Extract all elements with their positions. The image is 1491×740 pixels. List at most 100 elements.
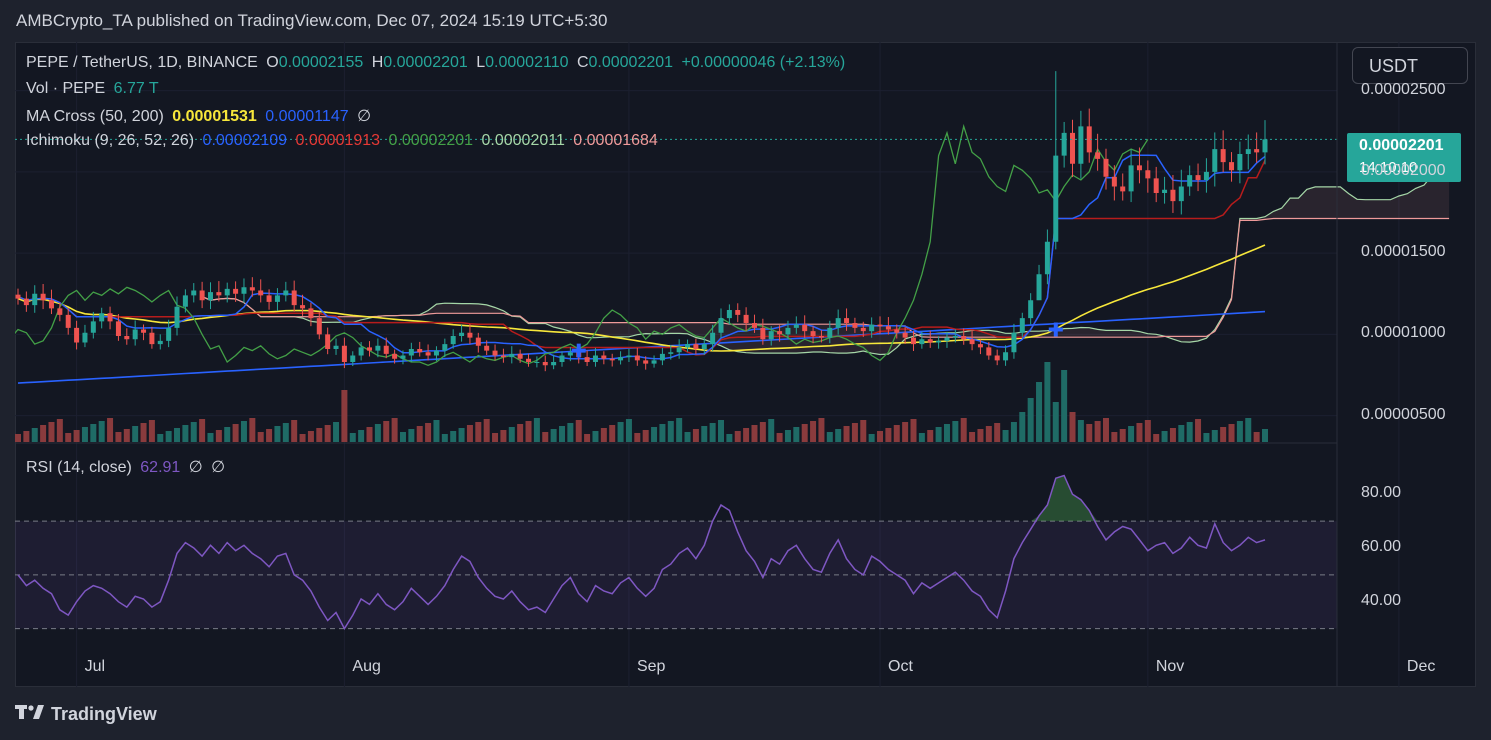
candle-body [375, 345, 381, 351]
ichimoku-label: Ichimoku (9, 26, 52, 26) [26, 132, 195, 149]
volume-bar [500, 430, 507, 442]
footer-brand[interactable]: TradingView [15, 704, 157, 726]
candle-body [1070, 132, 1076, 164]
ma200-value: 0.00001147 [265, 108, 349, 125]
volume-bar [969, 432, 976, 442]
candle-body [467, 332, 473, 338]
candle-body [592, 355, 598, 362]
volume-bar [73, 430, 80, 442]
candle-body [241, 287, 247, 294]
currency-button[interactable]: USDT [1352, 47, 1468, 84]
volume-bars [15, 362, 1268, 442]
volume-bar [232, 424, 239, 442]
candle-body [643, 360, 649, 364]
volume-bar [1220, 427, 1227, 442]
candle-body [433, 350, 439, 356]
candle-body [124, 336, 130, 340]
volume-bar [123, 429, 130, 442]
volume-bar [174, 428, 181, 442]
candle-body [977, 344, 983, 348]
candle-body [852, 323, 858, 328]
time-tick-label: Aug [352, 658, 381, 675]
price-tick-label: 0.00002000 [1361, 161, 1446, 179]
candle-body [559, 355, 565, 362]
volume-bar [851, 423, 858, 442]
candle-body [1153, 178, 1159, 193]
volume-bar [1178, 425, 1185, 442]
volume-bar [475, 422, 482, 442]
candle-body [994, 355, 1000, 361]
candle-body [383, 345, 389, 354]
high-value: 0.00002201 [383, 54, 468, 71]
volume-bar [985, 426, 992, 442]
candle-body [141, 329, 147, 333]
candle-body [300, 305, 306, 309]
volume-bar [768, 419, 775, 442]
candle-body [877, 324, 883, 327]
candle-body [835, 318, 841, 328]
high-label: H [371, 54, 384, 71]
candle-body [191, 290, 197, 296]
candle-body [74, 327, 80, 343]
candle-body [107, 313, 113, 322]
volume-bar [860, 420, 867, 442]
candle-body [266, 295, 272, 302]
volume-bar [734, 431, 741, 442]
candle-body [534, 362, 540, 363]
candle-body [936, 340, 942, 343]
volume-bar [374, 424, 381, 442]
candle-body [65, 314, 71, 328]
volume-bar [65, 433, 72, 442]
volume-bar [240, 421, 247, 442]
volume-bar [416, 426, 423, 442]
rsi-empty-1: ∅ [188, 459, 203, 476]
rsi-value: 62.91 [140, 459, 181, 476]
candle-body [425, 352, 431, 356]
symbol-legend: PEPE / TetherUS, 1D, BINANCE O0.00002155… [26, 54, 849, 72]
volume-bar [366, 427, 373, 442]
chart-canvas[interactable] [15, 42, 1476, 687]
candle-body [961, 336, 967, 340]
candle-body [1145, 170, 1151, 179]
candle-body [157, 340, 163, 345]
volume-bar [274, 426, 281, 442]
close-value: 0.00002201 [588, 54, 674, 71]
volume-bar [977, 429, 984, 442]
candle-body [927, 339, 933, 343]
ma50-value: 0.00001531 [172, 108, 257, 125]
time-tick-label: Sep [636, 658, 666, 675]
candle-body [718, 318, 724, 333]
candle-body [308, 308, 314, 319]
volume-bar [525, 421, 532, 442]
candle-body [1120, 186, 1126, 192]
volume-bar [927, 430, 934, 442]
symbol-name: PEPE / TetherUS, 1D, BINANCE [26, 54, 258, 71]
volume-bar [358, 430, 365, 442]
volume-bar [90, 424, 97, 442]
kijun-value: 0.00001913 [295, 132, 381, 149]
volume-bar [1136, 423, 1143, 442]
volume-bar [199, 419, 206, 442]
volume-bar [165, 431, 172, 442]
cross-markers [571, 322, 1063, 358]
volume-bar [676, 418, 683, 442]
candle-body [844, 318, 850, 323]
volume-bar [1203, 433, 1210, 442]
volume-bar [266, 429, 273, 442]
candle-body [1095, 152, 1101, 159]
volume-bar [140, 423, 147, 442]
volume-bar [324, 425, 331, 442]
candle-body [676, 347, 682, 353]
candle-body [1061, 132, 1067, 156]
candle-body [910, 337, 916, 345]
volume-bar [1195, 419, 1202, 442]
candle-body [1011, 332, 1017, 353]
volume-bar [567, 423, 574, 442]
volume-bar [558, 426, 565, 442]
candle-body [659, 353, 665, 361]
candle-body [459, 332, 465, 336]
volume-bar [952, 421, 959, 442]
candle-body [283, 290, 289, 296]
volume-bar [182, 425, 189, 442]
volume-bar [1186, 422, 1193, 442]
